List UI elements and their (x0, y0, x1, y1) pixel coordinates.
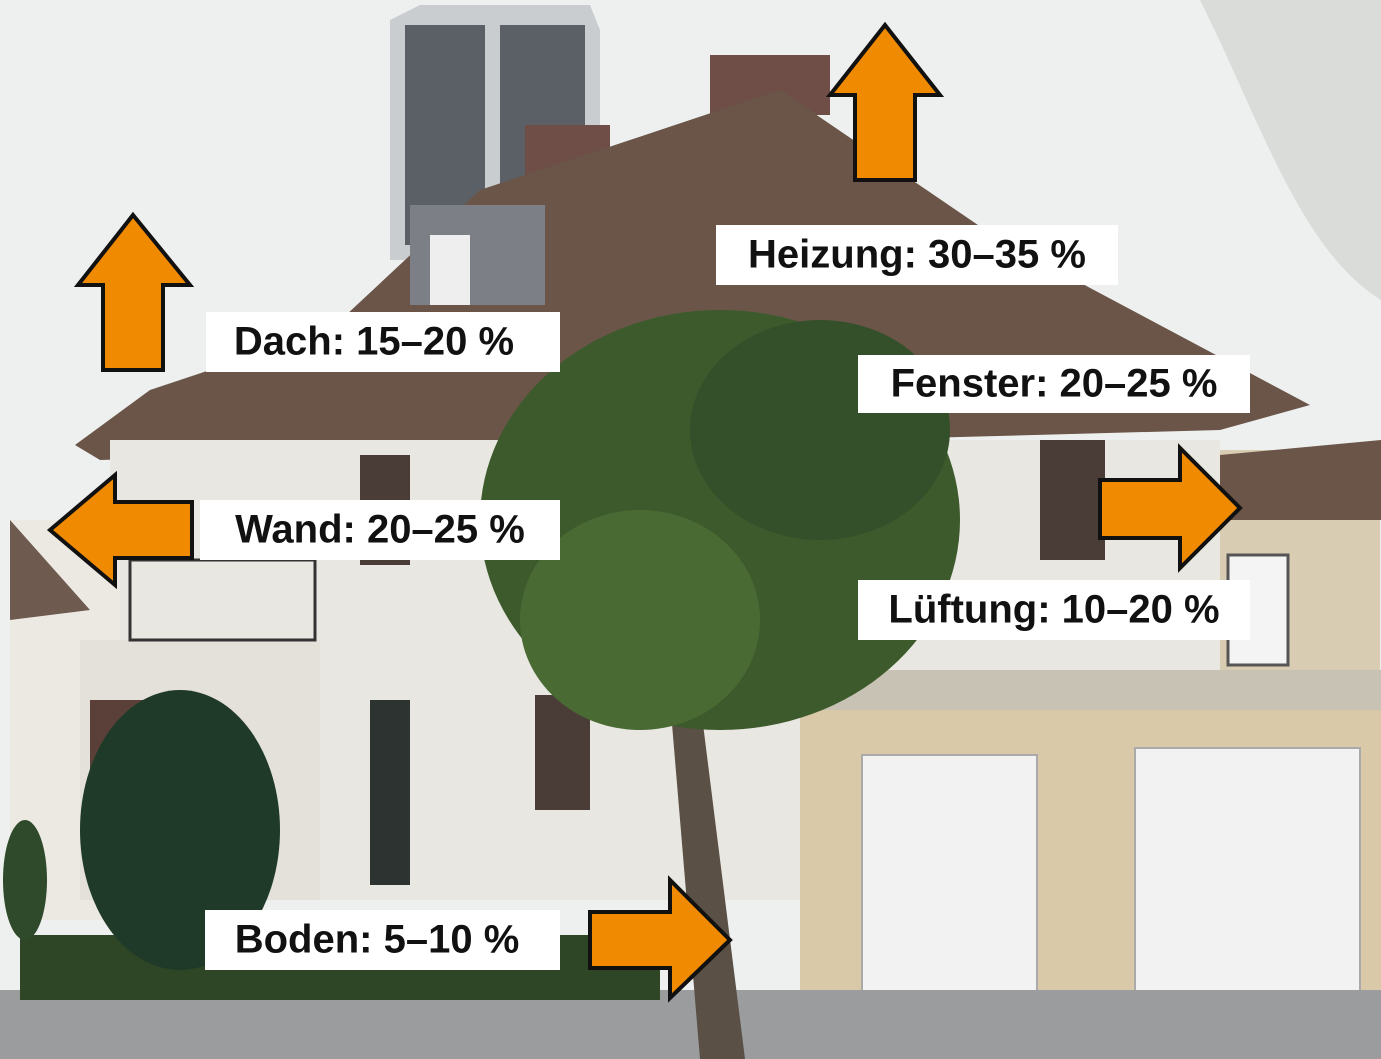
label-box (200, 500, 560, 560)
shrub (80, 690, 280, 970)
tree-trunk (670, 700, 745, 1059)
tree-crown (520, 510, 760, 730)
labels: Heizung: 30–35 % Dach: 15–20 % Fenster: … (200, 225, 1250, 970)
bare-tree (1200, 0, 1381, 300)
label: Fenster: 20–25 % (891, 362, 1218, 406)
label-box (716, 225, 1118, 285)
arrow-up (825, 21, 945, 182)
tree-crown (690, 320, 950, 540)
shrub (3, 820, 47, 940)
garage-roof (800, 670, 1381, 710)
neighbor-roof (10, 520, 90, 620)
arrow-right (588, 875, 733, 1003)
arrow-left (46, 470, 194, 590)
neighbor-roof (1220, 440, 1381, 520)
label: Dach: 15–20 % (234, 320, 514, 364)
arrow-right (1098, 443, 1243, 573)
label-box (206, 312, 560, 372)
label-box (858, 580, 1250, 640)
garage-door (861, 754, 1038, 1001)
arrow-up (73, 211, 195, 372)
arrows (46, 21, 1243, 1003)
label-box (858, 355, 1250, 413)
label: Boden: 5–10 % (235, 918, 520, 962)
label: Wand: 20–25 % (235, 508, 525, 552)
window (1040, 440, 1105, 560)
dormer-window (430, 235, 470, 305)
label-box (205, 910, 560, 970)
garage-door (1134, 747, 1361, 1021)
door (370, 700, 410, 885)
label: Lüftung: 10–20 % (888, 588, 1219, 632)
label: Heizung: 30–35 % (748, 233, 1086, 277)
street (0, 990, 1381, 1059)
